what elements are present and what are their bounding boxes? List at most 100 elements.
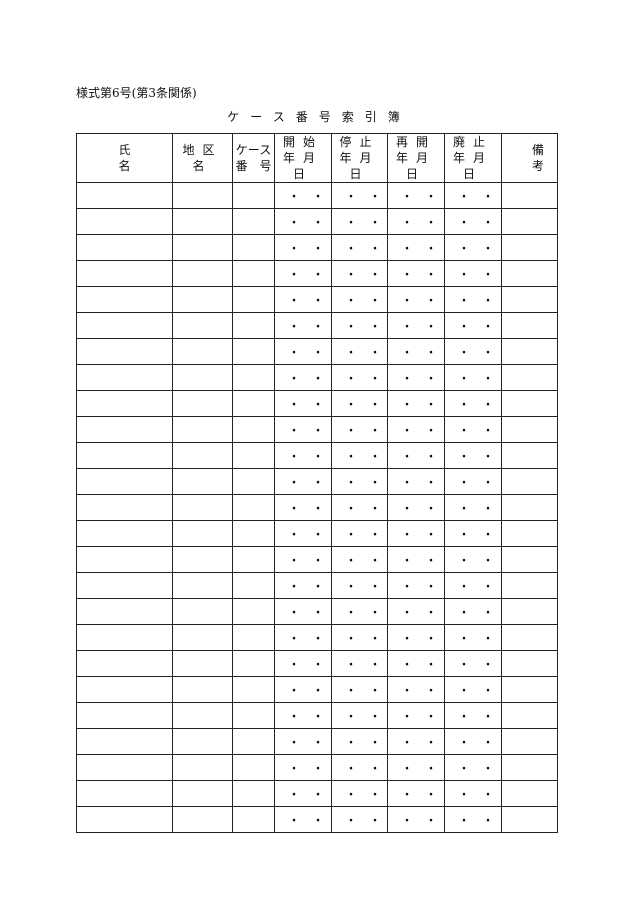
resume-date-cell[interactable]: ・・ — [387, 650, 445, 677]
district-cell[interactable] — [172, 494, 233, 521]
remarks-cell[interactable] — [501, 780, 558, 807]
resume-date-cell[interactable]: ・・ — [387, 416, 445, 443]
resume-date-cell[interactable]: ・・ — [387, 364, 445, 391]
start-date-cell[interactable]: ・・ — [274, 806, 332, 833]
start-date-cell[interactable]: ・・ — [274, 624, 332, 651]
district-cell[interactable] — [172, 442, 233, 469]
start-date-cell[interactable]: ・・ — [274, 650, 332, 677]
stop-date-cell[interactable]: ・・ — [331, 442, 388, 469]
abolish-date-cell[interactable]: ・・ — [444, 780, 502, 807]
resume-date-cell[interactable]: ・・ — [387, 598, 445, 625]
stop-date-cell[interactable]: ・・ — [331, 182, 388, 209]
resume-date-cell[interactable]: ・・ — [387, 260, 445, 287]
name-cell[interactable] — [76, 676, 173, 703]
start-date-cell[interactable]: ・・ — [274, 468, 332, 495]
remarks-cell[interactable] — [501, 442, 558, 469]
resume-date-cell[interactable]: ・・ — [387, 728, 445, 755]
name-cell[interactable] — [76, 754, 173, 781]
case-number-cell[interactable] — [232, 442, 275, 469]
stop-date-cell[interactable]: ・・ — [331, 286, 388, 313]
start-date-cell[interactable]: ・・ — [274, 416, 332, 443]
case-number-cell[interactable] — [232, 286, 275, 313]
district-cell[interactable] — [172, 728, 233, 755]
district-cell[interactable] — [172, 572, 233, 599]
abolish-date-cell[interactable]: ・・ — [444, 182, 502, 209]
resume-date-cell[interactable]: ・・ — [387, 780, 445, 807]
name-cell[interactable] — [76, 338, 173, 365]
name-cell[interactable] — [76, 546, 173, 573]
remarks-cell[interactable] — [501, 182, 558, 209]
district-cell[interactable] — [172, 234, 233, 261]
remarks-cell[interactable] — [501, 312, 558, 339]
start-date-cell[interactable]: ・・ — [274, 520, 332, 547]
case-number-cell[interactable] — [232, 338, 275, 365]
case-number-cell[interactable] — [232, 650, 275, 677]
remarks-cell[interactable] — [501, 364, 558, 391]
start-date-cell[interactable]: ・・ — [274, 728, 332, 755]
district-cell[interactable] — [172, 390, 233, 417]
start-date-cell[interactable]: ・・ — [274, 572, 332, 599]
name-cell[interactable] — [76, 312, 173, 339]
district-cell[interactable] — [172, 520, 233, 547]
name-cell[interactable] — [76, 390, 173, 417]
name-cell[interactable] — [76, 208, 173, 235]
stop-date-cell[interactable]: ・・ — [331, 364, 388, 391]
district-cell[interactable] — [172, 546, 233, 573]
case-number-cell[interactable] — [232, 806, 275, 833]
name-cell[interactable] — [76, 182, 173, 209]
case-number-cell[interactable] — [232, 676, 275, 703]
stop-date-cell[interactable]: ・・ — [331, 520, 388, 547]
resume-date-cell[interactable]: ・・ — [387, 312, 445, 339]
remarks-cell[interactable] — [501, 208, 558, 235]
stop-date-cell[interactable]: ・・ — [331, 728, 388, 755]
case-number-cell[interactable] — [232, 754, 275, 781]
name-cell[interactable] — [76, 494, 173, 521]
start-date-cell[interactable]: ・・ — [274, 702, 332, 729]
case-number-cell[interactable] — [232, 728, 275, 755]
resume-date-cell[interactable]: ・・ — [387, 338, 445, 365]
district-cell[interactable] — [172, 624, 233, 651]
name-cell[interactable] — [76, 780, 173, 807]
district-cell[interactable] — [172, 702, 233, 729]
abolish-date-cell[interactable]: ・・ — [444, 728, 502, 755]
case-number-cell[interactable] — [232, 208, 275, 235]
stop-date-cell[interactable]: ・・ — [331, 754, 388, 781]
case-number-cell[interactable] — [232, 520, 275, 547]
stop-date-cell[interactable]: ・・ — [331, 390, 388, 417]
abolish-date-cell[interactable]: ・・ — [444, 650, 502, 677]
district-cell[interactable] — [172, 260, 233, 287]
start-date-cell[interactable]: ・・ — [274, 442, 332, 469]
start-date-cell[interactable]: ・・ — [274, 312, 332, 339]
remarks-cell[interactable] — [501, 234, 558, 261]
start-date-cell[interactable]: ・・ — [274, 286, 332, 313]
remarks-cell[interactable] — [501, 702, 558, 729]
district-cell[interactable] — [172, 182, 233, 209]
remarks-cell[interactable] — [501, 520, 558, 547]
district-cell[interactable] — [172, 468, 233, 495]
stop-date-cell[interactable]: ・・ — [331, 676, 388, 703]
start-date-cell[interactable]: ・・ — [274, 754, 332, 781]
district-cell[interactable] — [172, 286, 233, 313]
remarks-cell[interactable] — [501, 468, 558, 495]
name-cell[interactable] — [76, 442, 173, 469]
abolish-date-cell[interactable]: ・・ — [444, 546, 502, 573]
start-date-cell[interactable]: ・・ — [274, 182, 332, 209]
district-cell[interactable] — [172, 364, 233, 391]
start-date-cell[interactable]: ・・ — [274, 338, 332, 365]
stop-date-cell[interactable]: ・・ — [331, 702, 388, 729]
resume-date-cell[interactable]: ・・ — [387, 754, 445, 781]
stop-date-cell[interactable]: ・・ — [331, 546, 388, 573]
abolish-date-cell[interactable]: ・・ — [444, 286, 502, 313]
case-number-cell[interactable] — [232, 702, 275, 729]
name-cell[interactable] — [76, 728, 173, 755]
abolish-date-cell[interactable]: ・・ — [444, 702, 502, 729]
resume-date-cell[interactable]: ・・ — [387, 546, 445, 573]
district-cell[interactable] — [172, 780, 233, 807]
abolish-date-cell[interactable]: ・・ — [444, 676, 502, 703]
abolish-date-cell[interactable]: ・・ — [444, 234, 502, 261]
resume-date-cell[interactable]: ・・ — [387, 572, 445, 599]
resume-date-cell[interactable]: ・・ — [387, 208, 445, 235]
start-date-cell[interactable]: ・・ — [274, 598, 332, 625]
abolish-date-cell[interactable]: ・・ — [444, 312, 502, 339]
remarks-cell[interactable] — [501, 598, 558, 625]
